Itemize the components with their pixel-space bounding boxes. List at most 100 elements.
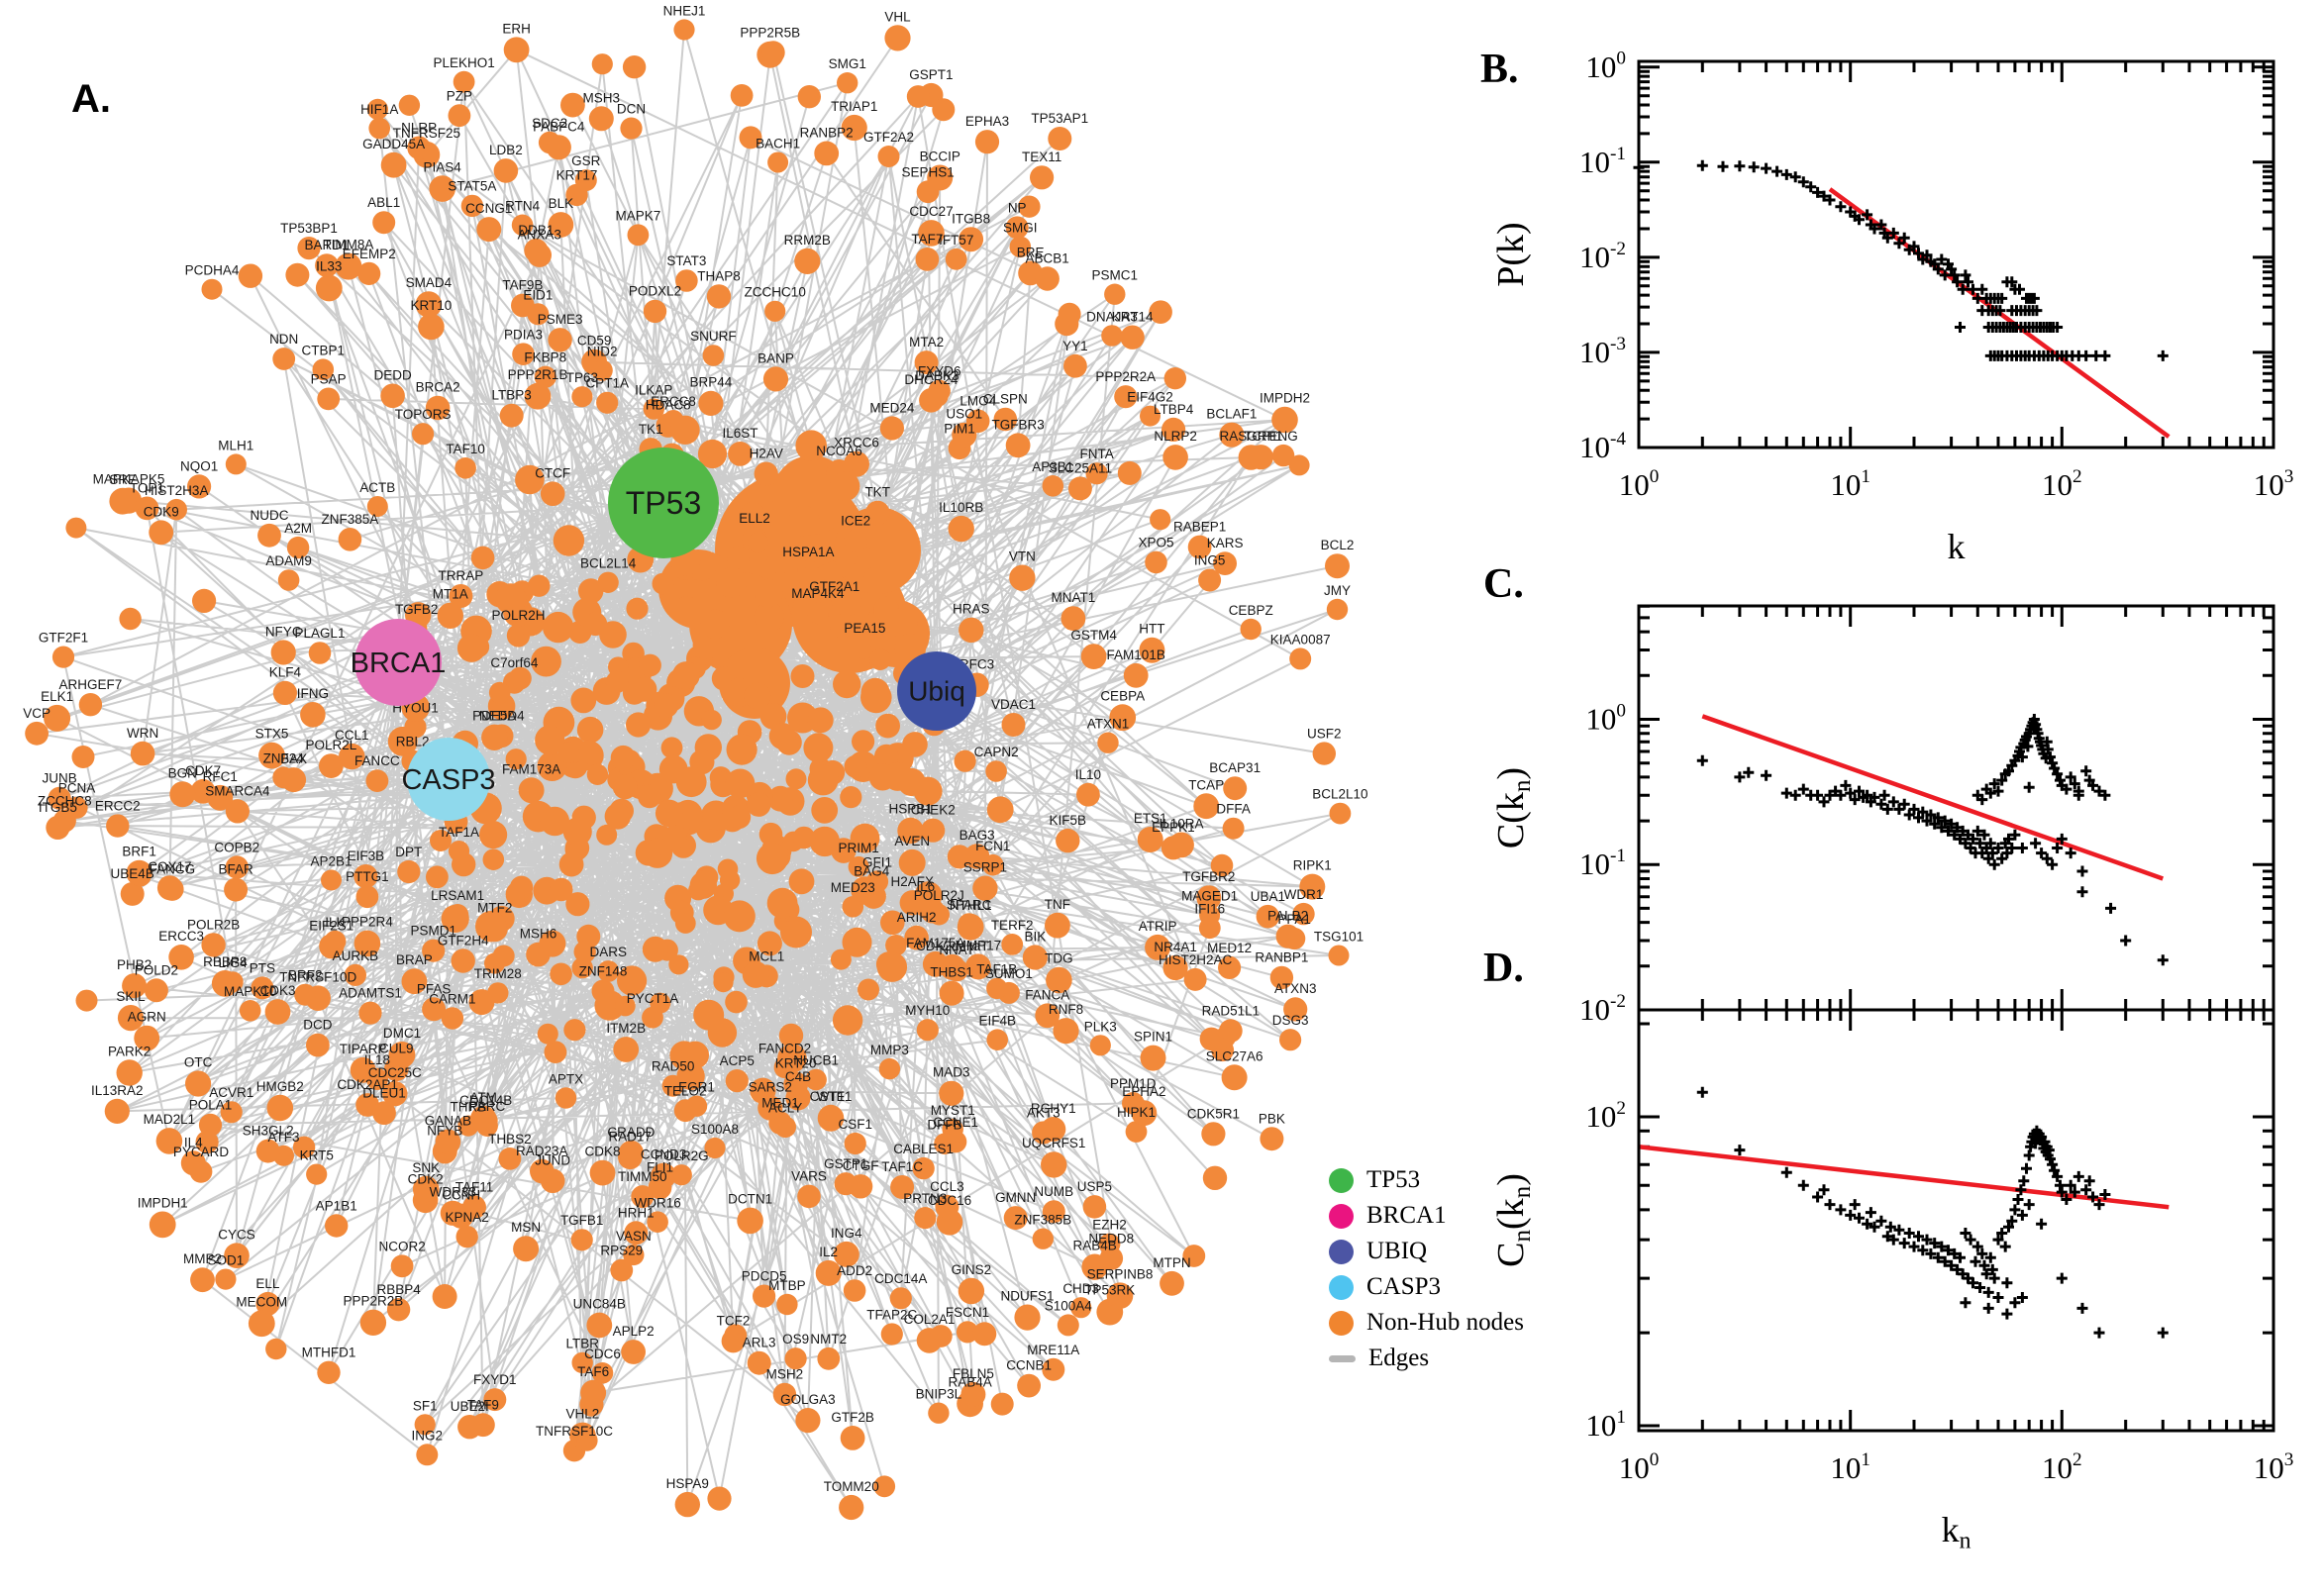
svg-text:TGFB1: TGFB1 — [560, 1213, 604, 1228]
hub-casp3-label: CASP3 — [401, 764, 495, 796]
svg-text:TNFRSF25: TNFRSF25 — [393, 126, 460, 141]
svg-text:LTBP4: LTBP4 — [1154, 402, 1194, 417]
svg-text:JUND: JUND — [535, 1152, 570, 1167]
svg-text:PSAP: PSAP — [311, 372, 347, 387]
svg-text:HMGB2: HMGB2 — [256, 1079, 304, 1094]
svg-text:DCN: DCN — [617, 101, 646, 116]
hub-brca1 — [354, 619, 442, 706]
svg-text:PPP2R5B: PPP2R5B — [740, 26, 800, 41]
svg-text:MAPK10: MAPK10 — [224, 984, 276, 999]
svg-text:DPT: DPT — [395, 845, 422, 859]
svg-text:TDG: TDG — [1045, 951, 1073, 966]
svg-text:FKBP8: FKBP8 — [524, 350, 566, 365]
svg-text:JMY: JMY — [1324, 583, 1351, 598]
y-tick-label: 10-1 — [1579, 144, 1626, 179]
svg-text:HSPA9: HSPA9 — [666, 1476, 709, 1491]
svg-text:MCL1: MCL1 — [749, 948, 784, 963]
svg-text:ITGB5: ITGB5 — [39, 800, 77, 815]
legend-entry: Non-Hub nodes — [1329, 1305, 1524, 1341]
svg-text:AURKB: AURKB — [333, 948, 379, 963]
legend-label: TP53 — [1366, 1166, 1421, 1193]
svg-text:ERCC2: ERCC2 — [95, 798, 141, 813]
svg-text:ELK1: ELK1 — [41, 689, 73, 704]
svg-text:NQO1: NQO1 — [180, 458, 218, 473]
svg-text:PSMD1: PSMD1 — [410, 924, 456, 939]
svg-text:TNF: TNF — [1045, 897, 1070, 912]
svg-text:SKIL: SKIL — [116, 989, 146, 1004]
legend-node-swatch — [1329, 1274, 1354, 1300]
svg-text:ACTB: ACTB — [359, 480, 395, 495]
svg-text:IL6: IL6 — [916, 879, 935, 894]
svg-text:VTN: VTN — [1009, 549, 1036, 564]
svg-text:TNFRSF10D: TNFRSF10D — [279, 969, 356, 984]
svg-text:KRT14: KRT14 — [1112, 310, 1154, 325]
svg-text:USP5: USP5 — [1077, 1179, 1112, 1194]
legend-label: UBIQ — [1366, 1238, 1428, 1264]
svg-text:PPP2R2B: PPP2R2B — [344, 1294, 404, 1309]
hub-ubiq-label: Ubiq — [908, 676, 965, 707]
svg-text:TNFRSF10C: TNFRSF10C — [536, 1424, 613, 1439]
x-tick-label: 103 — [2254, 466, 2294, 502]
svg-text:AKT3: AKT3 — [1027, 1105, 1060, 1120]
svg-text:BARD1: BARD1 — [304, 238, 349, 252]
svg-text:IL2: IL2 — [819, 1245, 838, 1259]
svg-text:KRT17: KRT17 — [556, 168, 598, 183]
svg-text:ICE2: ICE2 — [841, 514, 870, 529]
svg-text:DSG3: DSG3 — [1272, 1013, 1309, 1028]
svg-text:CCNB1: CCNB1 — [1006, 1358, 1052, 1373]
svg-text:HDAC8: HDAC8 — [646, 397, 691, 412]
svg-text:ING4: ING4 — [831, 1226, 862, 1241]
svg-text:RBL2: RBL2 — [396, 735, 430, 749]
svg-text:RBBP8: RBBP8 — [203, 954, 247, 969]
svg-text:FANCC: FANCC — [354, 753, 400, 768]
svg-text:COPB2: COPB2 — [214, 840, 259, 854]
svg-text:IFI16: IFI16 — [1194, 901, 1225, 916]
svg-text:WRN: WRN — [127, 726, 158, 741]
svg-text:FNTA: FNTA — [1079, 447, 1113, 461]
svg-text:TK1: TK1 — [639, 422, 663, 437]
svg-text:DCD: DCD — [303, 1018, 332, 1033]
svg-text:ZCCHC8: ZCCHC8 — [38, 793, 92, 808]
svg-text:FANCD2: FANCD2 — [758, 1041, 811, 1055]
y-tick-label: 10-4 — [1579, 429, 1626, 464]
plot-frame — [1637, 1008, 2275, 1433]
svg-text:RASGRF1: RASGRF1 — [1220, 429, 1283, 444]
svg-text:ING2: ING2 — [412, 1428, 444, 1443]
svg-text:MAD3: MAD3 — [933, 1065, 970, 1080]
svg-text:SNURF: SNURF — [690, 329, 737, 344]
svg-text:CHD3: CHD3 — [1062, 1281, 1099, 1296]
svg-text:ACLY: ACLY — [768, 1100, 802, 1115]
svg-text:PPP2R2A: PPP2R2A — [1095, 369, 1156, 384]
svg-text:VASN: VASN — [616, 1229, 652, 1244]
svg-text:DNAJA3: DNAJA3 — [1086, 309, 1138, 324]
svg-text:ADD2: ADD2 — [837, 1263, 872, 1278]
svg-text:IL18: IL18 — [364, 1052, 390, 1067]
svg-text:LIG4: LIG4 — [219, 955, 249, 970]
svg-text:BANP: BANP — [758, 350, 794, 365]
svg-text:BCAP31: BCAP31 — [1209, 760, 1261, 775]
svg-text:GSTM4: GSTM4 — [1070, 628, 1117, 643]
svg-text:MED24: MED24 — [869, 400, 915, 415]
svg-text:MTHFD1: MTHFD1 — [302, 1346, 356, 1360]
svg-text:LTBP3: LTBP3 — [492, 388, 532, 403]
svg-text:IL6ST: IL6ST — [722, 426, 758, 441]
svg-text:ERCC3: ERCC3 — [158, 929, 204, 944]
svg-text:IMPDH1: IMPDH1 — [138, 1196, 188, 1211]
x-tick-label: 100 — [1619, 466, 1660, 502]
svg-text:CDK2: CDK2 — [408, 1172, 444, 1187]
svg-text:VCP: VCP — [23, 706, 50, 721]
svg-text:DFFB: DFFB — [927, 1117, 961, 1132]
svg-text:CDK7: CDK7 — [185, 763, 221, 778]
svg-text:ERCC8: ERCC8 — [651, 394, 696, 409]
y-tick-label: 10-1 — [1579, 846, 1626, 881]
svg-text:WT1: WT1 — [817, 1089, 846, 1104]
svg-text:NCOA6: NCOA6 — [816, 444, 862, 458]
axis-ticks — [1637, 61, 2275, 449]
svg-text:PSMC1: PSMC1 — [1092, 268, 1139, 283]
svg-text:C7orf64: C7orf64 — [490, 655, 539, 670]
svg-text:MTBP: MTBP — [768, 1278, 806, 1293]
panel-d-label: D. — [1483, 946, 1524, 991]
svg-text:EGR1: EGR1 — [678, 1079, 715, 1094]
legend-label: CASP3 — [1366, 1273, 1442, 1300]
svg-text:ITM2B: ITM2B — [606, 1021, 646, 1036]
